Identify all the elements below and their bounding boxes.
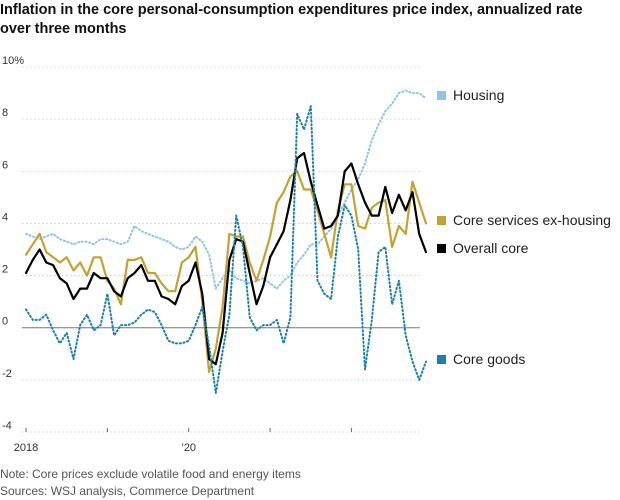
series-line-housing [25,89,427,290]
y-tick-label-1: 8 [2,107,8,119]
x-axis: 2018 ’20 [14,428,352,454]
legend-label-housing: Housing [453,87,504,103]
legend-item-overall-core: Overall core [437,240,529,256]
series-line-overall-core [24,151,428,366]
legend-label-overall-core: Overall core [453,240,529,256]
legend-label-core-services-ex-housing: Core services ex-housing [453,212,611,228]
y-axis-tick-labels: 10% 8 6 4 2 0 -2 -4 [2,55,24,432]
x-tick-label-2: ’20 [181,442,196,454]
y-tick-label-0: 10% [2,55,24,67]
legend-swatch-housing [437,91,446,100]
chart-sources: Sources: WSJ analysis, Commerce Departme… [0,484,255,498]
legend-item-core-services-ex-housing: Core services ex-housing [437,212,611,228]
chart-title: Inflation in the core personal-consumpti… [0,2,583,37]
x-tick-label-0: 2018 [14,442,38,454]
legend-swatch-core-services-ex-housing [437,216,446,225]
y-tick-label-4: 2 [2,264,8,276]
y-tick-label-6: -2 [2,368,12,380]
y-tick-label-2: 6 [2,159,8,171]
legend-swatch-core-goods [437,355,446,364]
legend: Housing Core services ex-housing Overall… [437,87,611,367]
series-line-core-goods [25,105,427,394]
gridlines [22,66,420,433]
series-line-core-services-ex-housing [24,170,428,374]
legend-item-core-goods: Core goods [437,351,525,367]
y-tick-label-5: 0 [2,316,8,328]
legend-item-housing: Housing [437,87,504,103]
legend-swatch-overall-core [437,244,446,253]
chart-note: Note: Core prices exclude volatile food … [0,467,301,481]
y-tick-label-7: -4 [2,420,12,432]
y-tick-label-3: 4 [2,211,8,223]
legend-label-core-goods: Core goods [453,351,525,367]
series-lines [24,89,428,394]
